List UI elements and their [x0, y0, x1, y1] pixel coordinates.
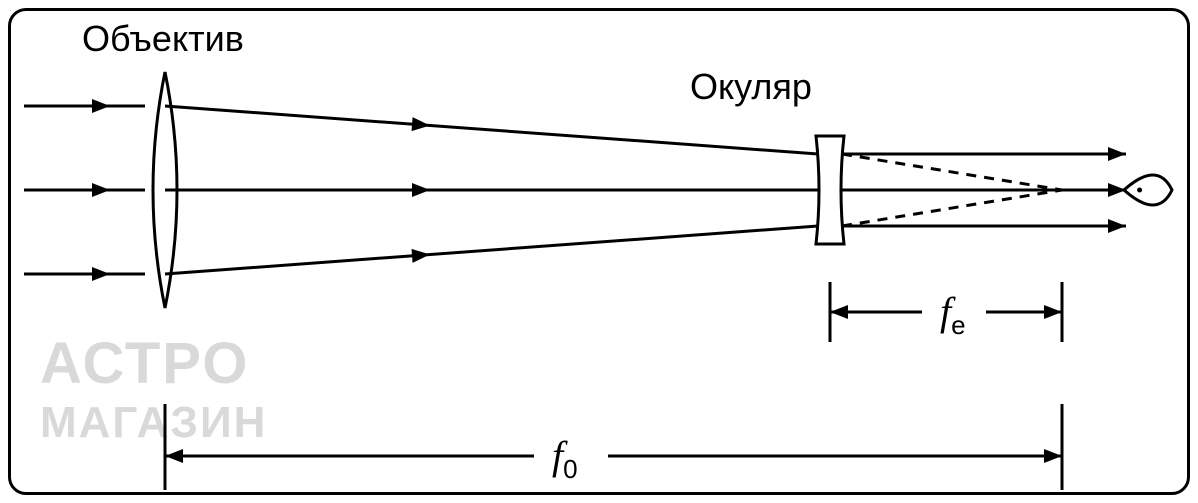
- optics-diagram: [0, 0, 1198, 503]
- label-objective: Объектив: [82, 18, 244, 60]
- fe-symbol: f: [940, 289, 951, 334]
- label-eyepiece: Окуляр: [690, 66, 812, 108]
- f0-symbol: f: [552, 433, 563, 478]
- label-fe: fe: [940, 288, 966, 341]
- label-f0: f0: [552, 432, 578, 485]
- fe-sub: e: [951, 310, 965, 340]
- f0-sub: 0: [563, 454, 577, 484]
